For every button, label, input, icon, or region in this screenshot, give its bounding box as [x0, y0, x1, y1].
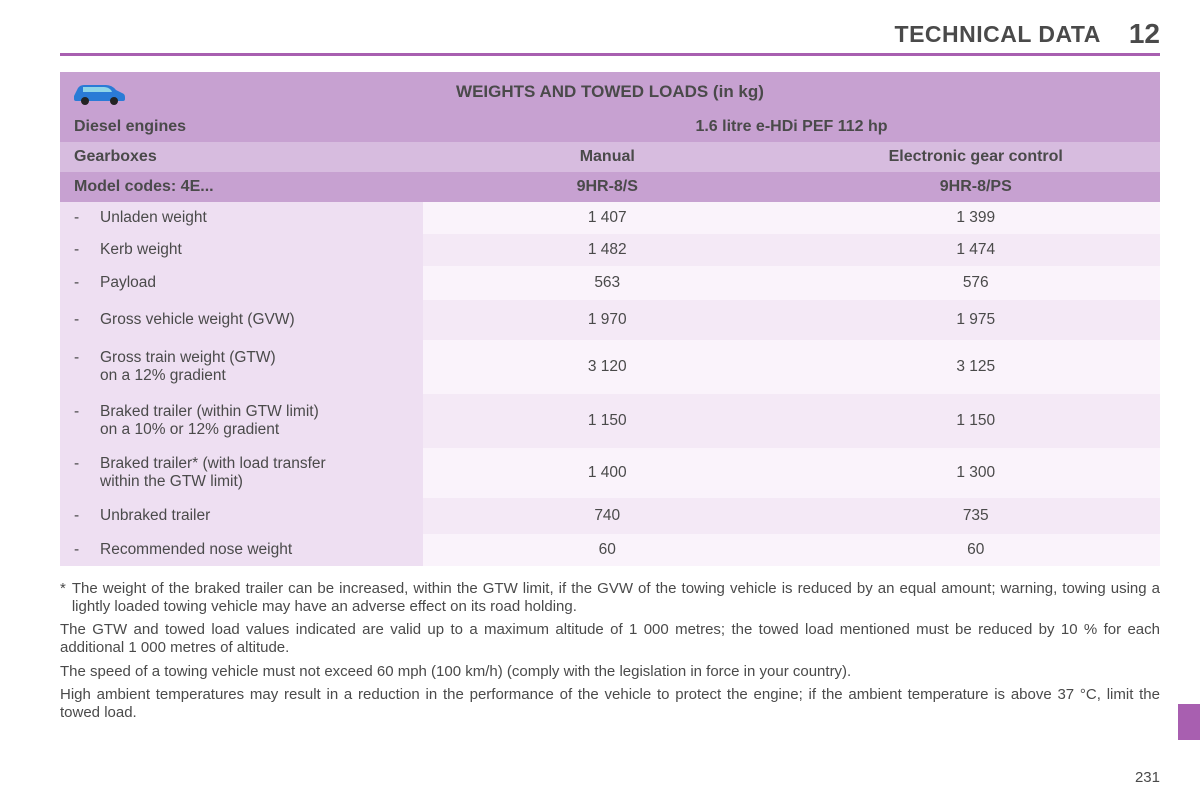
row-label-cell: -Gross train weight (GTW)on a 12% gradie…: [60, 340, 423, 394]
row-c2: 60: [792, 534, 1161, 566]
row-c2: 1 399: [792, 202, 1161, 234]
row-c1: 1 407: [423, 202, 792, 234]
table-head-row: Diesel engines1.6 litre e-HDi PEF 112 hp: [60, 112, 1160, 142]
row-label: Gross vehicle weight (GVW): [100, 311, 295, 329]
dash-icon: -: [74, 209, 82, 227]
footnote-4: High ambient temperatures may result in …: [60, 686, 1160, 721]
table-row: -Payload563576: [60, 266, 1160, 300]
head-label: Diesel engines: [60, 112, 423, 142]
dash-icon: -: [74, 541, 82, 559]
row-c2: 576: [792, 266, 1161, 300]
row-label: Braked trailer* (with load transferwithi…: [100, 455, 326, 491]
table-title-text: WEIGHTS AND TOWED LOADS (in kg): [456, 82, 764, 101]
dash-icon: -: [74, 311, 82, 329]
chapter-number: 12: [1129, 18, 1160, 50]
page-header: TECHNICAL DATA 12: [60, 18, 1160, 50]
dash-icon: -: [74, 507, 82, 525]
car-wheel-rear: [110, 97, 118, 105]
side-tab: [1178, 704, 1200, 740]
table-row: -Gross vehicle weight (GVW)1 9701 975: [60, 300, 1160, 340]
head-c2: Electronic gear control: [792, 142, 1161, 172]
row-c2: 1 300: [792, 448, 1161, 498]
table-row: -Gross train weight (GTW)on a 12% gradie…: [60, 340, 1160, 394]
row-label-cell: -Braked trailer* (with load transferwith…: [60, 448, 423, 498]
row-label: Braked trailer (within GTW limit)on a 10…: [100, 403, 319, 439]
row-label: Recommended nose weight: [100, 541, 292, 559]
row-c2: 1 150: [792, 394, 1161, 448]
footnote-3: The speed of a towing vehicle must not e…: [60, 663, 1160, 681]
page-number: 231: [1135, 769, 1160, 786]
car-window-path: [83, 87, 112, 92]
table-row: -Recommended nose weight6060: [60, 534, 1160, 566]
footnote-1-text: The weight of the braked trailer can be …: [72, 580, 1160, 615]
row-label: Gross train weight (GTW)on a 12% gradien…: [100, 349, 276, 385]
car-wheel-front: [81, 97, 89, 105]
footnote-star: *: [60, 580, 66, 615]
row-c1: 1 970: [423, 300, 792, 340]
car-icon: [70, 76, 128, 111]
table-data-rows: -Unladen weight1 4071 399-Kerb weight1 4…: [60, 202, 1160, 566]
dash-icon: -: [74, 241, 82, 259]
dash-icon: -: [74, 403, 82, 439]
row-label: Payload: [100, 274, 156, 292]
dash-icon: -: [74, 274, 82, 292]
page-title: TECHNICAL DATA: [895, 21, 1101, 48]
row-label-cell: -Unladen weight: [60, 202, 423, 234]
head-c1: 9HR-8/S: [423, 172, 792, 202]
table-head-row: GearboxesManualElectronic gear control: [60, 142, 1160, 172]
head-c2: 9HR-8/PS: [792, 172, 1161, 202]
footnote-2: The GTW and towed load values indicated …: [60, 621, 1160, 656]
row-c1: 740: [423, 498, 792, 534]
row-label-cell: -Unbraked trailer: [60, 498, 423, 534]
table-head-rows: Diesel engines1.6 litre e-HDi PEF 112 hp…: [60, 112, 1160, 202]
table-row: -Unbraked trailer740735: [60, 498, 1160, 534]
row-c2: 1 474: [792, 234, 1161, 266]
row-label-cell: -Braked trailer (within GTW limit)on a 1…: [60, 394, 423, 448]
row-c2: 1 975: [792, 300, 1161, 340]
table-title-band: WEIGHTS AND TOWED LOADS (in kg): [60, 72, 1160, 112]
row-label-cell: -Recommended nose weight: [60, 534, 423, 566]
footnote-1: * The weight of the braked trailer can b…: [60, 580, 1160, 615]
row-label-cell: -Kerb weight: [60, 234, 423, 266]
row-c2: 735: [792, 498, 1161, 534]
row-c1: 3 120: [423, 340, 792, 394]
table-row: -Unladen weight1 4071 399: [60, 202, 1160, 234]
row-label-cell: -Gross vehicle weight (GVW): [60, 300, 423, 340]
row-c1: 1 150: [423, 394, 792, 448]
row-c1: 1 482: [423, 234, 792, 266]
head-span: 1.6 litre e-HDi PEF 112 hp: [423, 112, 1160, 142]
footnotes: * The weight of the braked trailer can b…: [60, 580, 1160, 722]
head-label: Model codes: 4E...: [60, 172, 423, 202]
table-title-cell: WEIGHTS AND TOWED LOADS (in kg): [60, 72, 1160, 112]
row-label: Kerb weight: [100, 241, 182, 259]
row-c1: 563: [423, 266, 792, 300]
row-c1: 1 400: [423, 448, 792, 498]
row-c2: 3 125: [792, 340, 1161, 394]
table-row: -Kerb weight1 4821 474: [60, 234, 1160, 266]
head-label: Gearboxes: [60, 142, 423, 172]
head-c1: Manual: [423, 142, 792, 172]
title-underline: [60, 53, 1160, 56]
table-row: -Braked trailer (within GTW limit)on a 1…: [60, 394, 1160, 448]
table-row: -Braked trailer* (with load transferwith…: [60, 448, 1160, 498]
row-label: Unladen weight: [100, 209, 207, 227]
row-label-cell: -Payload: [60, 266, 423, 300]
dash-icon: -: [74, 349, 82, 385]
row-c1: 60: [423, 534, 792, 566]
table-head-row: Model codes: 4E...9HR-8/S9HR-8/PS: [60, 172, 1160, 202]
row-label: Unbraked trailer: [100, 507, 210, 525]
weights-table: WEIGHTS AND TOWED LOADS (in kg) Diesel e…: [60, 72, 1160, 566]
dash-icon: -: [74, 455, 82, 491]
